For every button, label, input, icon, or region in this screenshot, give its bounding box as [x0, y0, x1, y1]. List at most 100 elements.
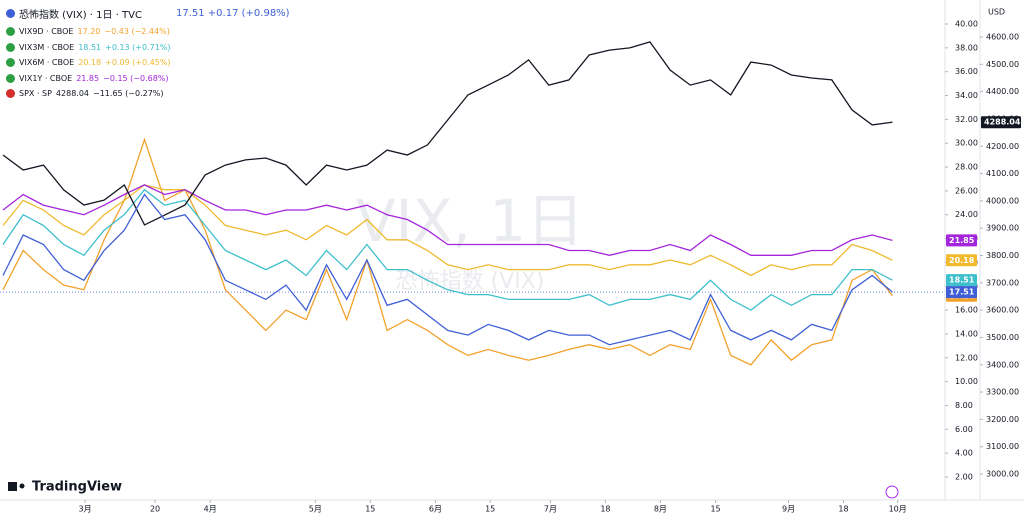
price-tag — [946, 274, 977, 287]
legend-icon — [6, 73, 15, 83]
y-tick-label: 36.00 — [955, 67, 978, 76]
title: 恐怖指数 (VIX) · 1日 · TVC — [19, 10, 142, 21]
y-tick-label: 28.00 — [955, 163, 978, 172]
y2-tick-label: 3500.00 — [986, 333, 1019, 342]
legend-change: −11.65 (−0.27%) — [93, 89, 164, 98]
series-line — [2, 184, 893, 256]
y-tick-label: 4.00 — [955, 449, 973, 458]
y2-tick-label: 4100.00 — [986, 169, 1019, 178]
brand: TradingView — [32, 480, 122, 495]
header: 恐怖指数 (VIX) · 1日 · TVC 17.51 +0.17 (+0.98… — [6, 6, 290, 21]
series-line — [2, 137, 893, 366]
x-tick-label: 9月 — [782, 505, 795, 514]
y-tick-label: 6.00 — [955, 425, 973, 434]
y2-tick-label: 3900.00 — [986, 224, 1019, 233]
y-tick-label: 32.00 — [955, 115, 978, 124]
legend-name: SPX · SP — [19, 89, 52, 98]
legend-value: 4288.04 — [55, 89, 90, 98]
series-line — [2, 184, 893, 277]
header-value: 17.51 +0.17 (+0.98%) — [176, 8, 290, 19]
legend-icon — [6, 58, 15, 67]
y-tick-label: 40.00 — [955, 20, 978, 29]
legend-value: 21.85 — [76, 73, 100, 83]
currency[interactable]: USD — [988, 8, 1005, 17]
brand-logo — [8, 482, 25, 491]
y2-tick-label: 4200.00 — [986, 142, 1019, 151]
legend-item[interactable]: VIX6M · CBOE 20.18 +0.09 (+0.45%) — [6, 58, 171, 67]
x-tick-label: 20 — [150, 505, 160, 514]
x-tick-label: 15 — [485, 505, 495, 514]
price-tag — [946, 254, 977, 267]
alert-icon[interactable] — [885, 485, 899, 499]
y-tick-label: 34.00 — [955, 91, 978, 100]
flag-icon — [6, 9, 15, 18]
legend-name: VIX6M · CBOE — [19, 58, 75, 67]
y2-tick-label: 3800.00 — [986, 251, 1019, 260]
y-tick-label: 2.00 — [955, 473, 973, 482]
x-tick-label: 3月 — [79, 505, 92, 514]
legend-item[interactable]: VIX3M · CBOE 18.51 +0.13 (+0.71%) — [6, 42, 171, 52]
legend-change: −0.15 (−0.68%) — [103, 73, 169, 83]
y-tick-label: 26.00 — [955, 186, 978, 195]
x-tick-label: 15 — [365, 505, 375, 514]
price-tag-label: 17.51 — [949, 288, 975, 297]
legend-change: +0.09 (+0.45%) — [105, 58, 171, 67]
y2-tick-label: 3400.00 — [986, 360, 1019, 369]
y2-tick-label: 4400.00 — [986, 87, 1019, 96]
x-tick-label: 6月 — [429, 505, 442, 514]
x-tick-label: 15 — [710, 505, 720, 514]
series-line — [2, 188, 893, 311]
legend-name: VIX1Y · CBOE — [19, 73, 73, 83]
legend-item[interactable]: SPX · SP 4288.04 −11.65 (−0.27%) — [6, 89, 164, 98]
x-tick-label: 5月 — [309, 505, 322, 514]
price-tag — [981, 116, 1021, 129]
legend-icon — [6, 89, 15, 98]
legend-change: +0.13 (+0.71%) — [105, 42, 171, 52]
watermark-sub: 恐怖指数 (VIX) — [396, 269, 545, 294]
x-tick-label: 18 — [838, 505, 848, 514]
price-tag — [946, 286, 977, 299]
y-tick-label: 38.00 — [955, 43, 978, 52]
y2-tick-label: 4500.00 — [986, 60, 1019, 69]
legend-name: VIX3M · CBOE — [19, 42, 75, 52]
y-tick-label: 12.00 — [955, 353, 978, 362]
y-tick-label: 10.00 — [955, 377, 978, 386]
y-tick-label: 24.00 — [955, 210, 978, 219]
x-tick-label: 8月 — [654, 505, 667, 514]
price-tag-label: 20.18 — [949, 256, 975, 265]
y-tick-label: 8.00 — [955, 401, 973, 410]
price-tag-label: 21.85 — [949, 236, 975, 245]
x-tick-label: 10月 — [889, 505, 907, 514]
legend-icon — [6, 42, 15, 52]
y2-tick-label: 3000.00 — [986, 470, 1019, 479]
x-tick-label: 18 — [600, 505, 610, 514]
legend-value: 17.20 — [77, 27, 101, 36]
legend-value: 18.51 — [78, 42, 102, 52]
legend-item[interactable]: VIX9D · CBOE 17.20 −0.43 (−2.44%) — [6, 27, 170, 36]
series-line — [2, 193, 893, 346]
y2-tick-label: 4600.00 — [986, 33, 1019, 42]
legend-item[interactable]: VIX1Y · CBOE 21.85 −0.15 (−0.68%) — [6, 73, 169, 83]
y2-tick-label: 3700.00 — [986, 278, 1019, 287]
legend-change: −0.43 (−2.44%) — [104, 27, 170, 36]
legend-icon — [6, 27, 15, 36]
y2-tick-label: 3200.00 — [986, 415, 1019, 424]
x-tick-label: 4月 — [204, 505, 217, 514]
x-tick-label: 7月 — [544, 505, 557, 514]
y2-tick-label: 4000.00 — [986, 196, 1019, 205]
watermark: VIX, 1日 — [356, 187, 584, 255]
legend-value: 20.18 — [78, 58, 102, 67]
legend-name: VIX9D · CBOE — [19, 27, 74, 36]
y-tick-label: 16.00 — [955, 306, 978, 315]
y2-tick-label: 3600.00 — [986, 306, 1019, 315]
price-tag — [946, 234, 977, 247]
y-tick-label: 14.00 — [955, 329, 978, 338]
series-line — [2, 41, 893, 226]
y2-tick-label: 3100.00 — [986, 442, 1019, 451]
y2-tick-label: 3300.00 — [986, 388, 1019, 397]
price-tag-label: 18.51 — [949, 276, 975, 285]
y-tick-label: 30.00 — [955, 139, 978, 148]
